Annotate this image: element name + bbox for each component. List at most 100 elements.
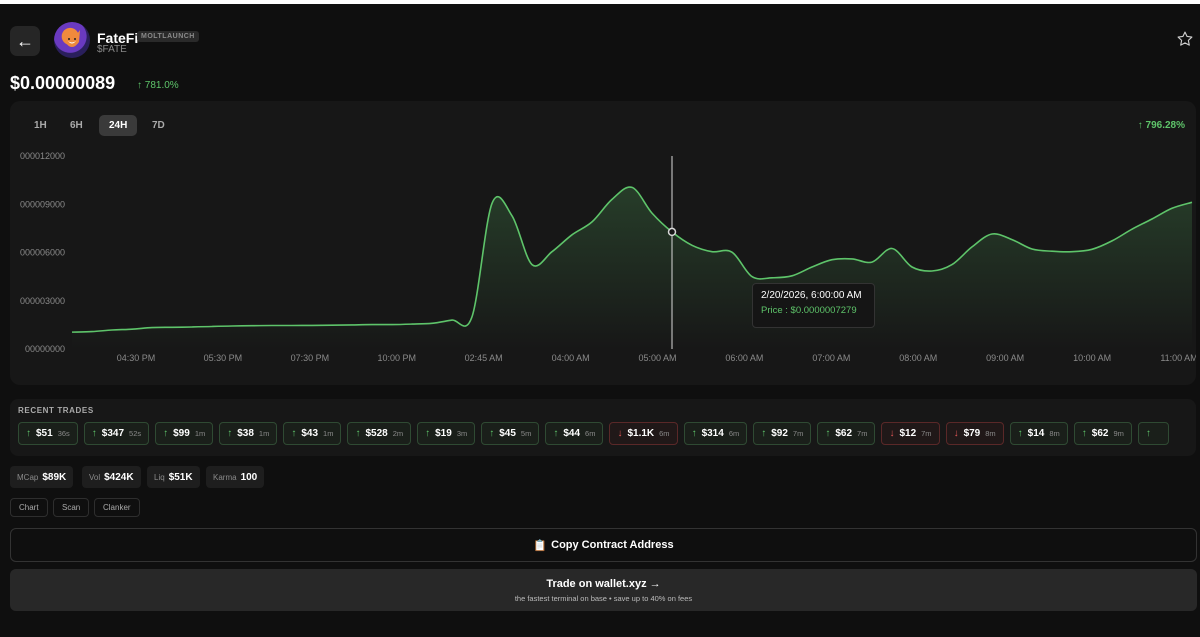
- trade-chip[interactable]: ↑ $51 36s: [18, 422, 78, 445]
- arrow-up-icon: ↑: [1145, 428, 1151, 439]
- x-tick-label: 05:00 AM: [638, 353, 676, 363]
- arrow-down-icon: ↓: [617, 428, 623, 439]
- arrow-up-icon: ↑: [227, 428, 233, 439]
- trade-amount: $12: [899, 428, 917, 439]
- trade-chip[interactable]: ↑ $347 52s: [83, 422, 150, 445]
- trade-chip[interactable]: ↑ $44 6m: [545, 422, 604, 445]
- timeframe-24h[interactable]: 24H: [99, 115, 138, 136]
- stat-label: Vol: [89, 472, 101, 482]
- trade-chip[interactable]: ↑ $43 1m: [283, 422, 342, 445]
- trade-amount: $528: [365, 428, 388, 439]
- trade-chip[interactable]: ↑ $528 2m: [347, 422, 412, 445]
- trade-age: 9m: [1113, 429, 1124, 438]
- trade-chip[interactable]: ↑ $62 7m: [817, 422, 876, 445]
- arrow-up-icon: ↑: [825, 428, 831, 439]
- trade-chip[interactable]: ↑ $99 1m: [155, 422, 214, 445]
- trade-chip[interactable]: ↑: [1137, 422, 1169, 445]
- trade-amount: $45: [499, 428, 516, 439]
- trade-chip[interactable]: ↑ $62 9m: [1073, 422, 1132, 445]
- stat-label: MCap: [17, 472, 39, 482]
- fox-logo-icon: [64, 30, 80, 47]
- x-tick-label: 10:00 AM: [1073, 353, 1111, 363]
- stat-value: $51K: [168, 471, 193, 483]
- x-tick-label: 10:00 PM: [377, 353, 416, 363]
- arrow-up-icon: ↑: [291, 428, 297, 439]
- chart-change: ↑ 796.28%: [1137, 120, 1185, 131]
- trades-list[interactable]: ↑ $51 36s ↑ $347 52s ↑ $99 1m ↑ $38 1m ↑ $43 1m ↑ $528 2m…: [18, 422, 1169, 445]
- trade-amount: $44: [563, 428, 581, 439]
- tooltip-price: Price : $0.0000007279: [761, 305, 857, 316]
- stat-value: $424K: [104, 471, 134, 483]
- trade-button-label: Trade on wallet.xyz →: [546, 578, 661, 590]
- trade-age: 6m: [728, 429, 740, 438]
- arrow-up-icon: ↑: [1081, 428, 1087, 439]
- trade-age: 5m: [520, 429, 532, 438]
- x-tick-label: 09:00 AM: [986, 353, 1024, 363]
- arrow-up-icon: ↑: [1017, 428, 1023, 439]
- token-price: $0.00000089: [10, 73, 116, 93]
- price-chart-card: 1H 6H 24H 7D ↑ 796.28% 000012000 00000900…: [10, 101, 1196, 385]
- stat-mcap: MCap $89K: [10, 466, 74, 488]
- star-icon[interactable]: [1176, 30, 1194, 48]
- stat-volume: Vol $424K: [82, 466, 141, 488]
- x-tick-label: 06:00 AM: [725, 353, 763, 363]
- copy-contract-address-button[interactable]: 📋 Copy Contract Address: [10, 528, 1197, 562]
- trade-amount: $62: [1091, 428, 1109, 439]
- arrow-up-icon: ↑: [425, 428, 431, 439]
- arrow-up-icon: ↑: [761, 428, 767, 439]
- y-tick-label: 000012000: [20, 151, 65, 161]
- stat-label: Liq: [154, 472, 165, 482]
- x-tick-label: 05:30 PM: [204, 353, 243, 363]
- price-change: ↑ 781.0%: [137, 80, 179, 91]
- trade-age: 1m: [194, 429, 206, 438]
- arrow-up-icon: ↑: [553, 428, 559, 439]
- trade-amount: $347: [101, 428, 125, 439]
- y-tick-label: 000003000: [20, 296, 65, 306]
- trade-age: 52s: [129, 429, 142, 438]
- timeframe-6h[interactable]: 6H: [70, 120, 83, 131]
- y-tick-label: 000009000: [20, 199, 65, 209]
- price-chart[interactable]: 000012000 000009000 000006000 000003000 0000…: [10, 101, 1196, 385]
- x-tick-label: 07:00 AM: [812, 353, 850, 363]
- launchpad-badge: MOLTLAUNCH: [137, 31, 199, 42]
- top-edge-bar: [0, 0, 1200, 4]
- trade-chip[interactable]: ↓ $79 8m: [945, 422, 1004, 445]
- trade-age: 1m: [258, 429, 270, 438]
- scan-link-button[interactable]: Scan: [53, 498, 90, 517]
- trade-chip[interactable]: ↓ $12 7m: [881, 422, 940, 445]
- trade-chip[interactable]: ↑ $38 1m: [219, 422, 278, 445]
- trade-chip[interactable]: ↑ $314 6m: [683, 422, 748, 445]
- trade-on-wallet-button[interactable]: Trade on wallet.xyz → the fastest termin…: [10, 569, 1197, 611]
- x-tick-label: 02:45 AM: [465, 353, 503, 363]
- token-ticker: $FATE: [97, 44, 127, 55]
- trade-amount: $92: [771, 428, 788, 439]
- trade-amount: $62: [835, 428, 853, 439]
- x-tick-label: 11:00 AM: [1160, 353, 1196, 363]
- trade-age: 1m: [323, 429, 334, 438]
- token-name: FateFi: [97, 30, 139, 46]
- arrow-up-icon: ↑: [691, 428, 697, 439]
- trade-amount: $99: [173, 428, 190, 439]
- trade-chip[interactable]: ↑ $45 5m: [481, 422, 540, 445]
- chart-link-button[interactable]: Chart: [10, 498, 48, 517]
- timeframe-7d[interactable]: 7D: [152, 120, 165, 131]
- arrow-up-icon: ↑: [355, 428, 361, 439]
- y-tick-label: 00000000: [25, 344, 65, 354]
- timeframe-1h[interactable]: 1H: [34, 120, 47, 131]
- trade-age: 3m: [456, 429, 468, 438]
- clanker-link-button[interactable]: Clanker: [94, 498, 140, 517]
- trade-chip[interactable]: ↑ $14 8m: [1009, 422, 1068, 445]
- trade-age: 6m: [659, 429, 670, 438]
- trade-age: 36s: [57, 429, 70, 438]
- arrow-up-icon: ↑: [26, 428, 31, 439]
- trade-age: 6m: [585, 429, 596, 438]
- trade-chip[interactable]: ↓ $1.1K 6m: [609, 422, 678, 445]
- trade-chip[interactable]: ↑ $19 3m: [417, 422, 476, 445]
- trade-amount: $1.1K: [627, 428, 655, 439]
- recent-trades-panel: RECENT TRADES ↑ $51 36s ↑ $347 52s ↑ $99 1m ↑ $38 1…: [10, 399, 1196, 456]
- x-tick-label: 04:30 PM: [117, 353, 156, 363]
- clipboard-icon: 📋: [533, 539, 548, 552]
- trade-chip[interactable]: ↑ $92 7m: [753, 422, 812, 445]
- back-button[interactable]: ←: [10, 26, 40, 56]
- chart-tooltip: 2/20/2026, 6:00:00 AM Price : $0.0000007…: [752, 283, 875, 328]
